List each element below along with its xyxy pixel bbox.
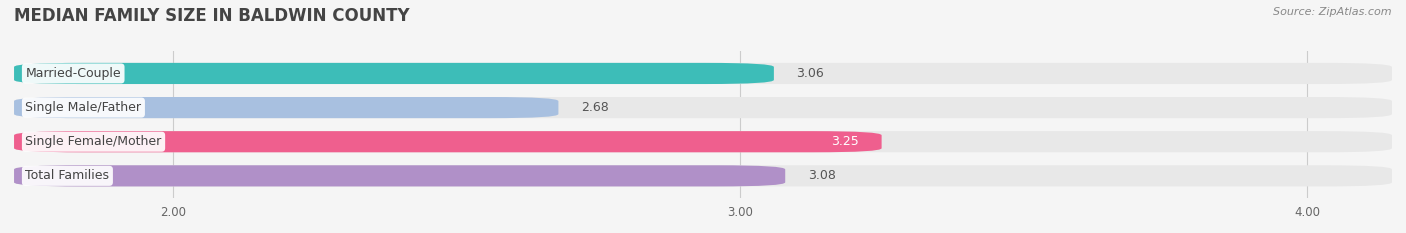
Text: MEDIAN FAMILY SIZE IN BALDWIN COUNTY: MEDIAN FAMILY SIZE IN BALDWIN COUNTY (14, 7, 409, 25)
FancyBboxPatch shape (14, 63, 773, 84)
Text: 3.25: 3.25 (831, 135, 859, 148)
Text: Source: ZipAtlas.com: Source: ZipAtlas.com (1274, 7, 1392, 17)
Text: Total Families: Total Families (25, 169, 110, 182)
Text: 3.06: 3.06 (797, 67, 824, 80)
Text: 3.08: 3.08 (808, 169, 835, 182)
FancyBboxPatch shape (14, 131, 1392, 152)
FancyBboxPatch shape (14, 97, 558, 118)
Text: Single Male/Father: Single Male/Father (25, 101, 142, 114)
FancyBboxPatch shape (14, 97, 1392, 118)
FancyBboxPatch shape (14, 165, 785, 186)
Text: Married-Couple: Married-Couple (25, 67, 121, 80)
Text: Single Female/Mother: Single Female/Mother (25, 135, 162, 148)
Text: 2.68: 2.68 (581, 101, 609, 114)
FancyBboxPatch shape (14, 131, 882, 152)
FancyBboxPatch shape (14, 63, 1392, 84)
FancyBboxPatch shape (14, 165, 1392, 186)
